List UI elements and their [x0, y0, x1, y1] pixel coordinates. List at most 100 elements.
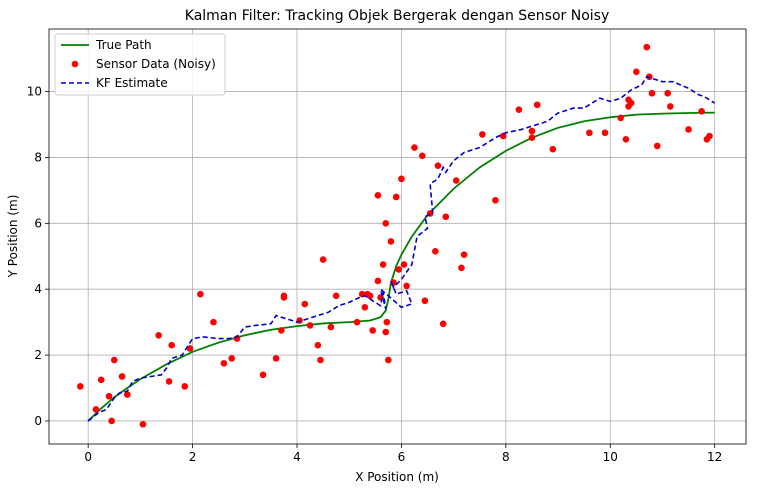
- sensor-point: [301, 300, 309, 308]
- x-tick-label: 10: [603, 450, 618, 464]
- sensor-point: [439, 320, 447, 328]
- legend-true-path-label: True Path: [95, 38, 152, 52]
- sensor-point: [383, 318, 391, 326]
- y-tick-label: 0: [34, 414, 42, 428]
- legend-kf-estimate-label: KF Estimate: [96, 76, 168, 90]
- sensor-point: [374, 277, 382, 285]
- x-tick-label: 4: [293, 450, 301, 464]
- sensor-point: [314, 341, 322, 349]
- x-tick-label: 12: [707, 450, 722, 464]
- sensor-point: [395, 266, 403, 273]
- sensor-point: [528, 134, 536, 141]
- sensor-point: [411, 144, 418, 151]
- sensor-point: [653, 142, 661, 150]
- legend: True Path Sensor Data (Noisy) KF Estimat…: [54, 33, 226, 96]
- sensor-point: [361, 304, 369, 311]
- sensor-point: [272, 355, 280, 362]
- sensor-point: [317, 356, 324, 364]
- sensor-point: [77, 383, 84, 390]
- sensor-point: [617, 114, 624, 122]
- sensor-point: [105, 392, 113, 400]
- sensor-point: [124, 391, 131, 398]
- true-path-line: [87, 111, 715, 422]
- sensor-point: [643, 43, 651, 51]
- sensor-point: [419, 152, 426, 160]
- sensor-point: [181, 383, 189, 390]
- sensor-point: [332, 292, 340, 300]
- sensor-point: [319, 256, 327, 263]
- sensor-point: [110, 356, 118, 364]
- sensor-point: [186, 345, 194, 352]
- sensor-point: [601, 129, 609, 137]
- sensor-point: [528, 127, 536, 135]
- sensor-point: [586, 129, 593, 137]
- sensor-point: [622, 136, 630, 143]
- y-tick-label: 4: [34, 282, 42, 296]
- sensor-point: [479, 131, 486, 138]
- sensor-point: [353, 318, 361, 326]
- sensor-point: [515, 106, 523, 113]
- sensor-point: [259, 371, 267, 379]
- sensor-point: [197, 290, 204, 298]
- sensor-point: [648, 89, 656, 97]
- sensor-point: [108, 417, 115, 425]
- sensor-point: [387, 238, 395, 245]
- y-tick-label: 8: [34, 150, 42, 164]
- sensor-point: [139, 420, 147, 428]
- legend-sensor-label: Sensor Data (Noisy): [96, 57, 216, 71]
- sensor-point: [460, 251, 468, 258]
- sensor-point: [698, 108, 705, 115]
- sensor-point: [398, 175, 405, 183]
- sensor-point: [434, 162, 442, 169]
- sensor-point: [382, 220, 390, 227]
- sensor-point: [664, 89, 671, 97]
- sensor-point: [385, 356, 392, 364]
- sensor-point: [458, 264, 465, 272]
- sensor-point: [403, 282, 410, 290]
- sensor-point: [549, 145, 557, 153]
- sensor-point: [306, 322, 314, 329]
- sensor-point: [327, 323, 335, 331]
- sensor-point: [421, 297, 429, 305]
- sensor-point: [369, 327, 377, 334]
- y-axis-label: Y Position (m): [6, 195, 20, 279]
- x-tick-label: 0: [84, 450, 92, 464]
- legend-sensor-swatch: [71, 60, 79, 68]
- sensor-point: [392, 193, 400, 201]
- sensor-point: [220, 360, 228, 367]
- sensor-point: [400, 261, 408, 268]
- sensor-point: [280, 294, 288, 301]
- sensor-point: [379, 261, 387, 268]
- sensor-point: [374, 192, 382, 199]
- x-tick-label: 6: [398, 450, 406, 464]
- sensor-point: [168, 341, 175, 349]
- sensor-point: [685, 126, 692, 133]
- sensor-point: [667, 103, 674, 110]
- x-tick-label: 2: [189, 450, 197, 464]
- x-tick-label: 8: [502, 450, 510, 464]
- sensor-point: [155, 332, 162, 339]
- sensor-point: [278, 327, 285, 334]
- x-axis-label: X Position (m): [355, 470, 439, 484]
- sensor-point: [165, 378, 173, 385]
- y-tick-label: 2: [34, 348, 42, 362]
- sensor-point: [228, 355, 236, 362]
- plot-frame: [48, 28, 747, 445]
- chart-title: Kalman Filter: Tracking Objek Bergerak d…: [185, 8, 609, 24]
- sensor-point: [452, 177, 460, 184]
- sensor-point: [210, 318, 217, 326]
- sensor-point: [492, 196, 499, 204]
- sensor-point: [633, 68, 640, 76]
- sensor-point: [92, 406, 100, 413]
- sensor-point: [442, 213, 450, 221]
- y-tick-label: 10: [27, 85, 42, 99]
- sensor-point: [366, 292, 374, 300]
- sensor-point: [118, 373, 126, 380]
- y-tick-label: 6: [34, 216, 42, 230]
- sensor-point: [533, 101, 541, 109]
- sensor-point: [97, 376, 105, 384]
- grid: [49, 29, 746, 444]
- sensor-point: [706, 132, 713, 140]
- kf-estimate-line: [87, 75, 716, 422]
